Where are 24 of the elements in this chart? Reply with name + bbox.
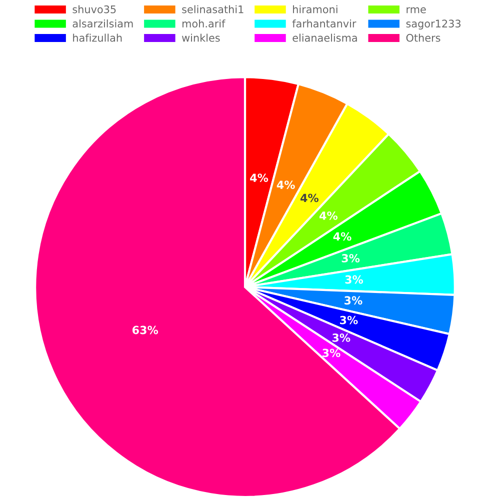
legend-label: hiramoni (293, 5, 338, 14)
data-label: 4% (300, 194, 319, 202)
data-label: 3% (342, 254, 360, 262)
data-label: 4% (320, 211, 338, 220)
legend-label: Others (406, 34, 440, 42)
legend-label: sagor1233 (406, 20, 460, 30)
data-label: 3% (332, 334, 350, 342)
data-label: 4% (333, 232, 352, 241)
data-label: 4% (276, 180, 295, 189)
data-label: 3% (344, 296, 362, 305)
legend-label: elianaelisma (292, 34, 357, 42)
data-label: 3% (322, 348, 340, 358)
legend-label: shuvo35 (72, 5, 116, 14)
data-label: 63% (132, 326, 158, 334)
legend-label: selinasathi1 (182, 5, 244, 14)
data-label: 4% (250, 174, 268, 182)
data-label: 3% (340, 316, 358, 324)
legend-label: hafizullah (73, 34, 122, 42)
legend-label: rme (406, 7, 426, 14)
legend-label: winkles (182, 34, 220, 42)
legend-label: farhantanvir (292, 19, 356, 28)
legend-label: alsarzilsiam (72, 19, 133, 28)
legend-label: moh.arif (182, 19, 226, 28)
data-label: 3% (345, 275, 364, 284)
